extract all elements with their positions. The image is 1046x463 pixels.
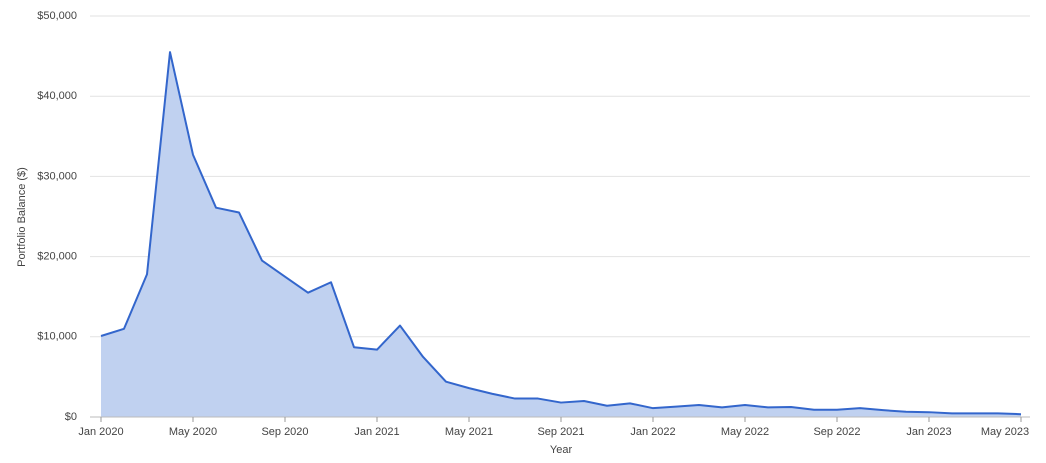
y-tick-label: $30,000 <box>37 170 77 182</box>
y-tick-label: $40,000 <box>37 90 77 102</box>
x-tick-label: Jan 2022 <box>630 426 675 438</box>
x-tick-label: Jan 2020 <box>78 426 123 438</box>
y-axis-title: Portfolio Balance ($) <box>16 167 28 267</box>
x-tick-label: May 2023 <box>981 426 1029 438</box>
area-line <box>100 51 1022 416</box>
x-tick-label: Sep 2022 <box>813 426 860 438</box>
x-tick-label: May 2020 <box>169 426 217 438</box>
y-tick-label: $10,000 <box>37 331 77 343</box>
y-tick-label: $0 <box>65 411 77 423</box>
y-tick-label: $50,000 <box>37 10 77 22</box>
x-axis-title: Year <box>550 444 573 456</box>
x-tick-label: Jan 2021 <box>354 426 399 438</box>
x-tick-label: May 2022 <box>721 426 769 438</box>
x-tick-label: May 2021 <box>445 426 493 438</box>
x-tick-label: Jan 2023 <box>906 426 951 438</box>
y-tick-label: $20,000 <box>37 251 77 263</box>
area-fill <box>101 52 1021 418</box>
x-tick-label: Sep 2020 <box>261 426 308 438</box>
x-tick-label: Sep 2021 <box>537 426 584 438</box>
